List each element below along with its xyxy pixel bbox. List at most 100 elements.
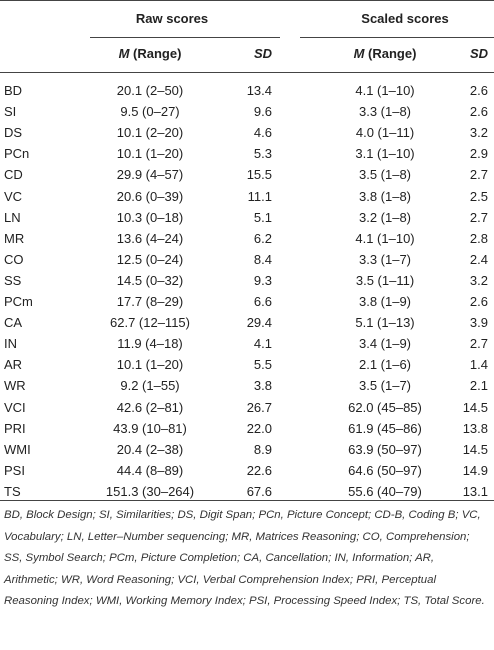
value-cell: 3.4 (1–9): [358, 336, 412, 352]
value-cell: 17.7 (8–29): [116, 294, 184, 309]
rule: [90, 37, 280, 38]
value-cell: 42.6 (2–81): [116, 399, 184, 415]
row-label: SI: [4, 104, 17, 120]
row-label: PCn: [4, 146, 30, 162]
value-cell: 13.1: [462, 483, 488, 499]
value-cell: 12.5 (0–24): [116, 251, 184, 267]
value-cell: 11.1: [247, 188, 272, 204]
value-cell: 3.3 (1–7): [358, 251, 412, 267]
column-header: SD: [254, 44, 272, 64]
value-cell: 62.7 (12–115): [110, 315, 190, 331]
value-cell: 3.8 (1–9): [358, 294, 412, 309]
value-cell: 15.5: [246, 167, 272, 183]
value-cell: 64.6 (50–97): [348, 462, 422, 478]
value-cell: 4.1: [253, 336, 272, 352]
row-label: IN: [4, 336, 17, 352]
value-cell: 43.9 (10–81): [113, 420, 187, 436]
value-cell: 3.8 (1–8): [358, 188, 412, 204]
value-cell: 3.1 (1–10): [355, 146, 415, 162]
value-cell: 67.6: [246, 483, 272, 499]
value-cell: 4.1 (1–10): [355, 230, 415, 246]
value-cell: 4.6: [253, 125, 272, 141]
value-cell: 10.3 (0–18): [116, 209, 184, 225]
footnote: BD, Block Design; SI, Similarities; DS, …: [4, 509, 485, 607]
row-label: CA: [4, 315, 23, 331]
value-cell: 14.5: [462, 399, 488, 415]
value-cell: 3.2 (1–8): [358, 209, 412, 225]
header-symbol: M: [118, 46, 130, 61]
value-cell: 44.4 (8–89): [116, 462, 184, 478]
column-header: M (Range): [354, 44, 417, 64]
value-cell: 2.6: [469, 104, 488, 120]
header-text: (Range): [364, 46, 417, 61]
value-cell: 14.9: [462, 462, 488, 478]
value-cell: 8.4: [253, 251, 272, 267]
value-cell: 13.4: [246, 83, 272, 98]
value-cell: 26.7: [246, 399, 272, 415]
value-cell: 9.5 (0–27): [120, 104, 180, 120]
value-cell: 2.4: [469, 251, 488, 267]
value-cell: 29.4: [246, 315, 272, 331]
value-cell: 10.1 (1–20): [116, 146, 184, 162]
header-symbol: SD: [469, 46, 488, 61]
value-cell: 2.6: [469, 294, 488, 309]
group-header: Raw scores: [135, 11, 209, 26]
row-label: AR: [4, 357, 23, 373]
value-cell: 2.7: [469, 167, 488, 183]
value-cell: 4.1 (1–10): [355, 83, 415, 98]
row-label: TS: [4, 483, 21, 499]
value-cell: 2.9: [469, 146, 488, 162]
value-cell: 2.5: [469, 188, 488, 204]
rule: [0, 72, 494, 73]
row-label: PSI: [4, 462, 25, 478]
value-cell: 10.1 (1–20): [116, 357, 184, 373]
value-cell: 3.3 (1–8): [358, 104, 412, 120]
value-cell: 3.5 (1–8): [358, 167, 412, 183]
value-cell: 62.0 (45–85): [348, 399, 422, 415]
row-label: CO: [4, 251, 24, 267]
value-cell: 3.2: [469, 272, 488, 288]
row-label: CD: [4, 167, 23, 183]
row-label: VCI: [4, 399, 26, 415]
value-cell: 2.7: [469, 209, 488, 225]
header-symbol: SD: [253, 46, 272, 61]
value-cell: 10.1 (2–20): [116, 125, 184, 141]
row-label: PRI: [4, 420, 26, 436]
value-cell: 9.2 (1–55): [120, 378, 180, 394]
value-cell: 20.1 (2–50): [116, 83, 184, 98]
header-symbol: M: [353, 46, 365, 61]
value-cell: 4.0 (1–11): [355, 125, 415, 141]
value-cell: 151.3 (30–264): [105, 483, 195, 499]
value-cell: 14.5: [462, 441, 488, 457]
value-cell: 5.1 (1–13): [355, 315, 415, 331]
value-cell: 11.9 (4–18): [117, 336, 183, 352]
value-cell: 29.9 (4–57): [116, 167, 184, 183]
group-header: Scaled scores: [361, 11, 449, 26]
rule: [0, 500, 494, 501]
value-cell: 13.8: [462, 420, 488, 436]
value-cell: 20.6 (0–39): [116, 188, 184, 204]
row-label: PCm: [4, 294, 33, 309]
row-label: VC: [4, 188, 23, 204]
value-cell: 2.8: [469, 230, 488, 246]
value-cell: 3.2: [469, 125, 488, 141]
value-cell: 5.3: [253, 146, 272, 162]
value-cell: 22.6: [246, 462, 272, 478]
value-cell: 20.4 (2–38): [116, 441, 184, 457]
value-cell: 2.6: [469, 83, 488, 98]
value-cell: 2.7: [469, 336, 488, 352]
column-header: M (Range): [119, 44, 182, 64]
row-label: LN: [4, 209, 21, 225]
value-cell: 8.9: [253, 441, 272, 457]
value-cell: 14.5 (0–32): [116, 272, 184, 288]
value-cell: 5.1: [253, 209, 272, 225]
row-label: SS: [4, 272, 22, 288]
value-cell: 1.4: [469, 357, 488, 373]
value-cell: 3.8: [253, 378, 272, 394]
rule: [0, 0, 494, 1]
row-label: BD: [4, 83, 23, 98]
value-cell: 3.9: [469, 315, 488, 331]
value-cell: 22.0: [246, 420, 272, 436]
rule: [300, 37, 494, 38]
